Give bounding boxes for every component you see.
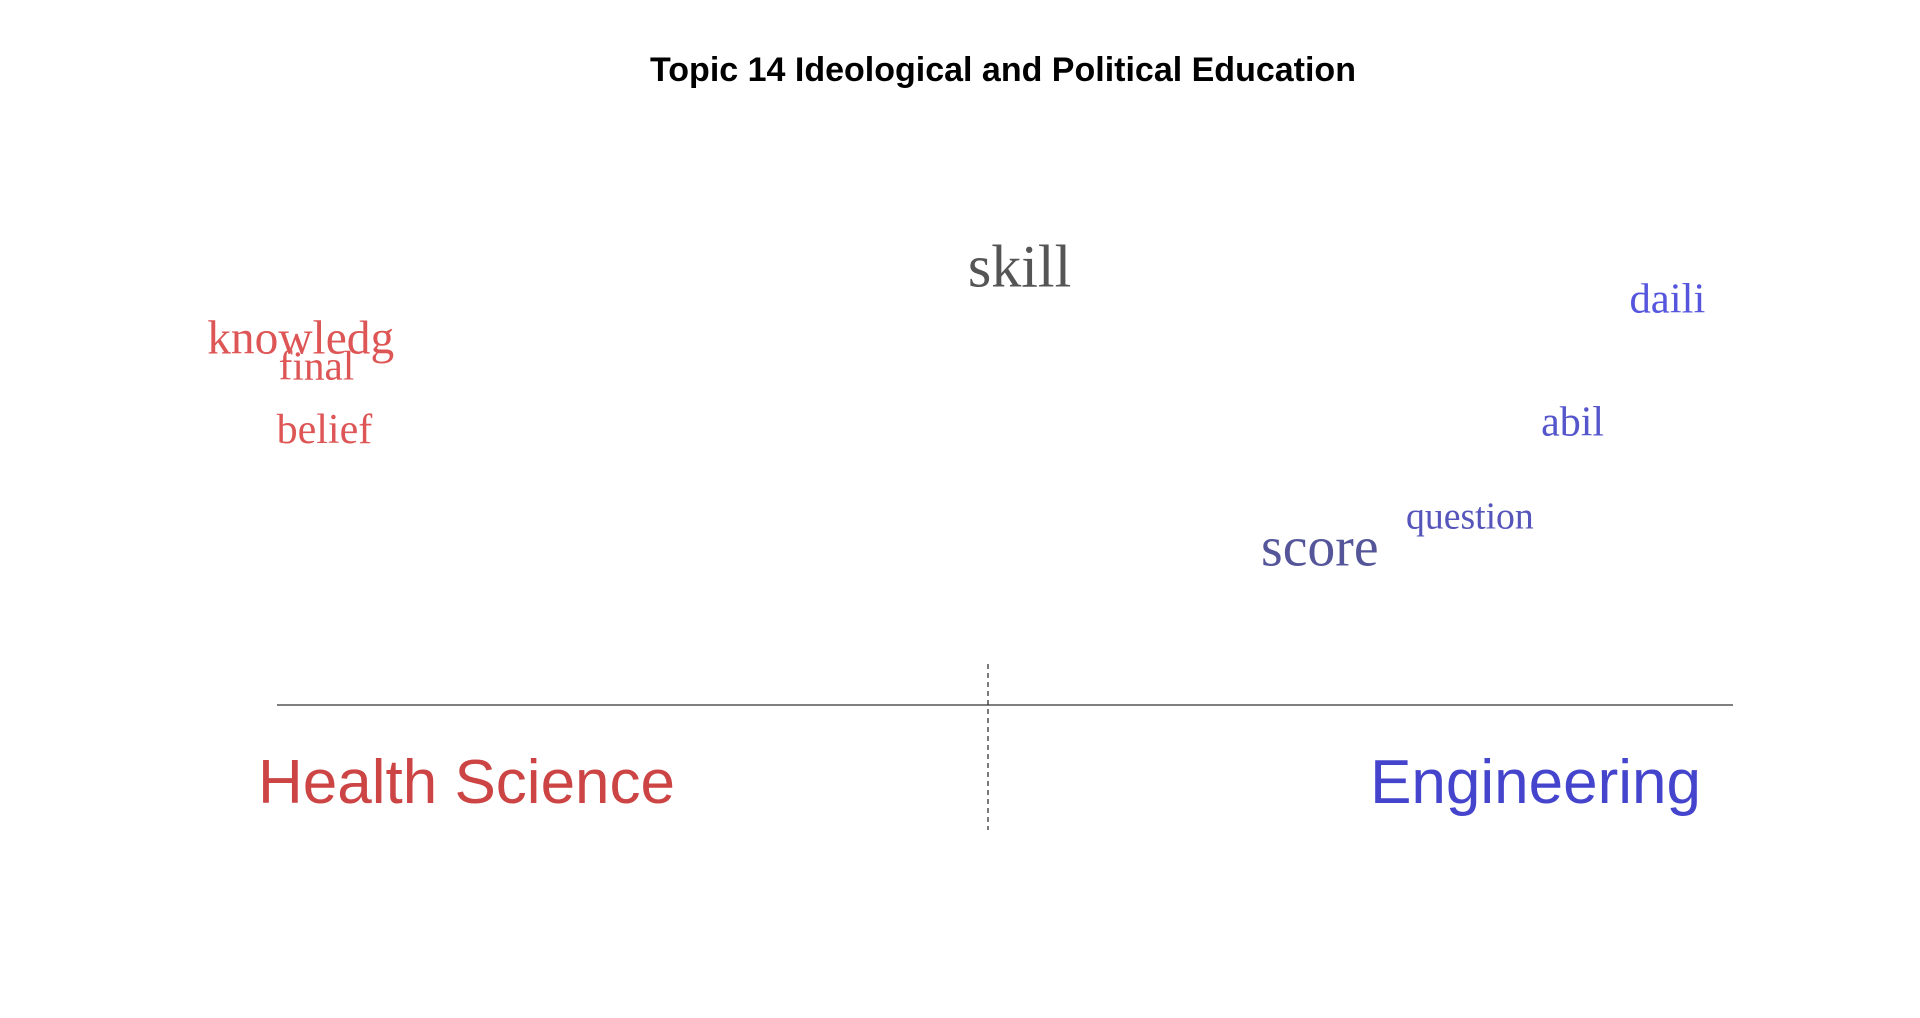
word-daili: daili [1629,276,1705,323]
word-score: score [1261,517,1379,579]
word-final: final [279,343,355,389]
word-skill: skill [968,234,1071,300]
group-label-health-science: Health Science [258,748,675,817]
group-label-engineering: Engineering [1370,748,1701,817]
word-belief: belief [277,407,373,453]
chart-title: Topic 14 Ideological and Political Educa… [650,51,1356,89]
word-knowledg: knowledg [207,313,394,365]
word-question: question [1406,495,1534,537]
word-abil: abil [1541,399,1604,445]
